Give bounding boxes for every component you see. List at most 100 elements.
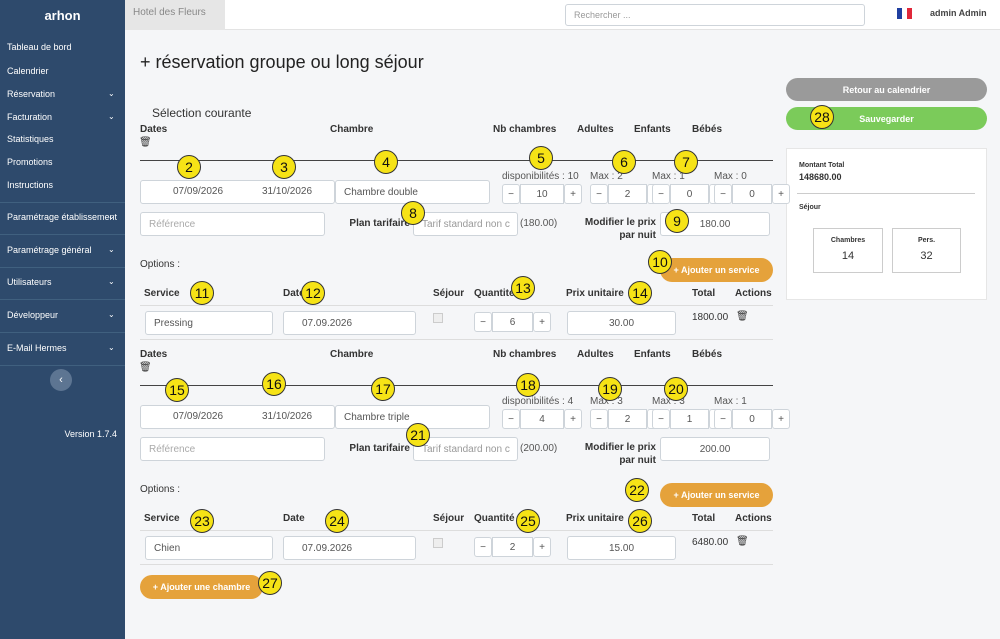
callout: 23 [190,509,214,533]
callout: 10 [648,250,672,274]
delete-icon[interactable]: 🗑 [736,311,749,322]
children[interactable]: 1 [670,409,709,429]
quantity-minus[interactable]: − [474,312,492,332]
end-date: 31/10/2026 [262,411,313,422]
unit-price[interactable]: 30.00 [567,311,676,335]
column-header: Adultes [577,349,614,360]
menu-item[interactable]: Statistiques [7,134,54,144]
save-button[interactable]: Sauvegarder [786,107,987,130]
quantity-plus[interactable]: + [533,312,551,332]
rooms-label: Chambres [830,237,866,244]
column-header: Nb chambres [493,349,557,360]
adults-minus[interactable]: − [590,409,608,429]
column-header: Nb chambres [493,124,557,135]
service-select[interactable]: Pressing [145,311,273,335]
babies-minus[interactable]: − [714,409,732,429]
menu-item[interactable]: Réservation [7,89,56,99]
rate-plan-label: Plan tarifaire [349,443,410,454]
collapse-button[interactable]: ‹ [50,369,72,391]
availability: disponibilités : 10 [502,171,579,182]
column-header: Bébés [692,349,723,360]
callout: 20 [664,377,688,401]
menu-item[interactable]: Promotions [7,157,53,167]
quantity-plus[interactable]: + [533,537,551,557]
rate-plan-select[interactable]: Tarif standard non c [413,437,518,461]
menu-item[interactable]: Calendrier [7,66,49,76]
quantity[interactable]: 2 [492,537,533,557]
adults[interactable]: 2 [608,409,647,429]
babies-plus[interactable]: + [772,184,790,204]
babies-minus[interactable]: − [714,184,732,204]
menu-divider [0,267,125,268]
column-header: Actions [735,288,772,299]
reference[interactable]: Référence [140,437,325,461]
chevron: ⌄ [108,112,115,121]
service-select[interactable]: Chien [145,536,273,560]
column-header: Enfants [634,124,671,135]
section-title: Sélection courante [152,106,252,120]
search[interactable]: Rechercher ... [565,4,865,26]
chevron: ⌄ [108,310,115,319]
rate-plan-select[interactable]: Tarif standard non c [413,212,518,236]
service-date[interactable]: 07.09.2026 [283,536,416,560]
adults-minus[interactable]: − [590,184,608,204]
add-service-button[interactable]: + Ajouter un service [660,258,773,282]
column-header: Dates [140,124,168,135]
reference[interactable]: Référence [140,212,325,236]
callout: 18 [516,373,540,397]
rate-price: (200.00) [520,443,558,454]
delete-icon[interactable]: 🗑 [139,362,152,373]
add-room-button[interactable]: + Ajouter une chambre [140,575,263,599]
date-range[interactable] [140,180,335,204]
menu-item[interactable]: Utilisateurs [7,277,52,287]
nb-rooms-minus[interactable]: − [502,184,520,204]
menu-divider [0,202,125,203]
menu-item[interactable]: Facturation [7,112,53,122]
chevron: ⌄ [108,343,115,352]
user[interactable]: admin Admin [930,8,987,18]
start-date: 07/09/2026 [173,186,224,197]
persons-card [892,228,961,273]
delete-icon[interactable]: 🗑 [736,536,749,547]
nb-rooms[interactable]: 10 [520,184,564,204]
adults[interactable]: 2 [608,184,647,204]
menu-item[interactable]: Tableau de bord [7,42,72,52]
date-range[interactable] [140,405,335,429]
children-minus[interactable]: − [652,184,670,204]
modify-price-label: Modifier le prix par nuit [584,217,656,241]
nb-rooms-plus[interactable]: + [564,184,582,204]
column-header: Service [144,513,180,524]
nb-rooms-minus[interactable]: − [502,409,520,429]
nb-rooms-plus[interactable]: + [564,409,582,429]
hotel-selector[interactable]: Hotel des Fleurs [133,7,206,18]
callout: 16 [262,372,286,396]
callout: 9 [665,209,689,233]
quantity[interactable]: 6 [492,312,533,332]
babies[interactable]: 0 [732,409,772,429]
back-button[interactable]: Retour au calendrier [786,78,987,101]
add-service-button[interactable]: + Ajouter un service [660,483,773,507]
modify-price-label: Modifier le prix par nuit [584,442,656,466]
delete-icon[interactable]: 🗑 [139,137,152,148]
flag [897,8,912,19]
menu-item[interactable]: Paramétrage général [7,245,92,255]
children-minus[interactable]: − [652,409,670,429]
options-label: Options : [140,484,181,495]
menu-item[interactable]: E-Mail Hermes [7,343,67,353]
nb-rooms[interactable]: 4 [520,409,564,429]
babies[interactable]: 0 [732,184,772,204]
price-input[interactable]: 200.00 [660,437,770,461]
menu-item[interactable]: Instructions [7,180,54,190]
menu-item[interactable]: Paramétrage établissement [7,212,118,222]
stay-checkbox[interactable] [433,313,443,323]
children[interactable]: 0 [670,184,709,204]
service-date[interactable]: 07.09.2026 [283,311,416,335]
quantity-minus[interactable]: − [474,537,492,557]
end-date: 31/10/2026 [262,186,313,197]
unit-price[interactable]: 15.00 [567,536,676,560]
stay-checkbox[interactable] [433,538,443,548]
menu-item[interactable]: Développeur [7,310,59,320]
babies-plus[interactable]: + [772,409,790,429]
column-header: Chambre [330,349,374,360]
